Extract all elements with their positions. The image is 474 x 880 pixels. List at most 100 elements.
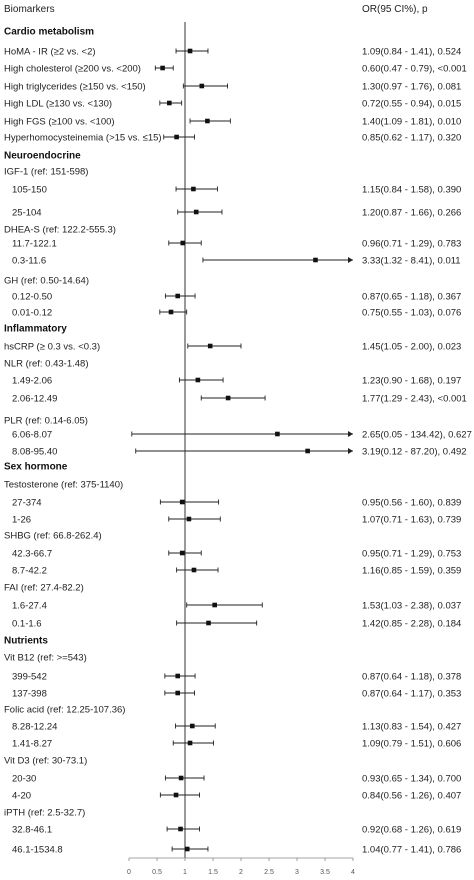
row-label: 32.8-46.1 [12, 825, 52, 836]
row-estimate-text: 1.15(0.84 - 1.58), 0.390 [362, 185, 461, 196]
point-estimate [160, 65, 165, 71]
reference-group-label: Testosterone (ref: 375-1140) [4, 480, 123, 491]
point-estimate [205, 118, 210, 124]
point-estimate [180, 240, 186, 246]
row-estimate-text: 0.92(0.68 - 1.26), 0.619 [362, 825, 461, 836]
row-estimate-text: 0.85(0.62 - 1.17), 0.320 [362, 133, 461, 144]
row-label: HoMA - IR (≥2 vs. <2) [4, 47, 96, 58]
reference-group-label: SHBG (ref: 66.8-262.4) [4, 531, 102, 542]
point-estimate [173, 792, 179, 798]
row-label: hsCRP (≥ 0.3 vs. <0.3) [4, 342, 100, 353]
row-label: High LDL (≥130 vs. <130) [4, 99, 112, 110]
point-estimate [184, 846, 190, 852]
point-estimate [191, 567, 197, 573]
row-label: 8.08-95.40 [12, 447, 57, 458]
row-estimate-text: 0.95(0.71 - 1.29), 0.753 [362, 549, 461, 560]
section-heading: Nutrients [4, 636, 48, 647]
point-estimate [179, 550, 185, 556]
row-label: 27-374 [12, 498, 42, 509]
row-estimate-text: 1.09(0.79 - 1.51), 0.606 [362, 739, 461, 750]
row-estimate-text: 1.23(0.90 - 1.68), 0.197 [362, 376, 461, 387]
row-label: 8.28-12.24 [12, 722, 57, 733]
row-estimate-text: 1.07(0.71 - 1.63), 0.739 [362, 515, 461, 526]
row-estimate-text: 1.53(1.03 - 2.38), 0.037 [362, 601, 461, 612]
point-estimate [225, 395, 231, 401]
row-estimate-text: 2.65(0.05 - 134.42), 0.627 [362, 430, 472, 441]
point-estimate [178, 775, 184, 781]
row-label: High FGS (≥100 vs. <100) [4, 117, 115, 128]
row-estimate-text: 0.84(0.56 - 1.26), 0.407 [362, 791, 461, 802]
row-labels-layer: Cardio metabolism HoMA - IR (≥2 vs. <2) 1.… [4, 27, 472, 856]
row-label: 0.12-0.50 [12, 292, 52, 303]
point-estimate [195, 377, 201, 383]
point-estimate [275, 431, 280, 437]
reference-group-label: NLR (ref: 0.43-1.48) [4, 359, 88, 370]
point-estimate [189, 723, 195, 729]
row-estimate-text: 1.77(1.29 - 2.43), <0.001 [362, 394, 467, 405]
x-tick-label: 1.5 [208, 869, 218, 876]
row-label: 1.49-2.06 [12, 376, 52, 387]
x-tick-label: 2 [239, 869, 243, 876]
row-estimate-text: 0.75(0.55 - 1.03), 0.076 [362, 308, 461, 319]
row-label: 11.7-122.1 [12, 239, 57, 250]
x-tick-label: 2.5 [264, 869, 274, 876]
row-estimate-text: 0.60(0.47 - 0.79), <0.001 [362, 64, 467, 75]
section-heading: Inflammatory [4, 324, 67, 335]
row-estimate-text: 1.04(0.77 - 1.41), 0.786 [362, 845, 461, 856]
row-estimate-text: 0.95(0.56 - 1.60), 0.839 [362, 498, 461, 509]
row-label: 2.06-12.49 [12, 394, 57, 405]
row-label: 0.01-0.12 [12, 308, 52, 319]
row-label: 0.1-1.6 [12, 619, 42, 630]
x-tick-label: 3 [295, 869, 299, 876]
x-tick-label: 1 [183, 869, 187, 876]
reference-group-label: iPTH (ref: 2.5-32.7) [4, 808, 85, 819]
row-label: High triglycerides (≥150 vs. <150) [4, 82, 146, 93]
row-label: High cholesterol (≥200 vs. <200) [4, 64, 141, 75]
point-estimate [206, 620, 211, 626]
row-estimate-text: 3.33(1.32 - 8.41), 0.011 [362, 256, 461, 267]
x-tick-label: 3.5 [320, 869, 330, 876]
point-estimate [212, 602, 217, 608]
point-estimate [175, 690, 181, 696]
point-estimate [186, 516, 192, 522]
point-estimate [167, 100, 172, 106]
row-estimate-text: 1.16(0.85 - 1.59), 0.359 [362, 566, 461, 577]
point-estimate [175, 293, 181, 299]
reference-group-label: DHEA-S (ref: 122.2-555.3) [4, 225, 116, 236]
point-estimate [174, 134, 179, 140]
row-label: 105-150 [12, 185, 47, 196]
section-heading: Cardio metabolism [4, 27, 94, 38]
row-label: 46.1-1534.8 [12, 845, 63, 856]
row-estimate-text: 0.93(0.65 - 1.34), 0.700 [362, 774, 461, 785]
point-estimate [179, 499, 185, 505]
row-estimate-text: 1.09(0.84 - 1.41), 0.524 [362, 47, 461, 58]
ci-arrow [348, 448, 353, 454]
row-estimate-text: 0.96(0.71 - 1.29), 0.783 [362, 239, 461, 250]
ci-arrow [348, 257, 353, 263]
row-label: 137-398 [12, 689, 47, 700]
point-estimate [178, 826, 183, 832]
row-estimate-text: 1.30(0.97 - 1.76), 0.081 [362, 82, 461, 93]
row-estimate-text: 0.72(0.55 - 0.94), 0.015 [362, 99, 461, 110]
x-axis: 0 0.5 1 1.5 2 2.5 3 3.5 4 [127, 857, 355, 876]
row-estimate-text: 1.40(1.09 - 1.81), 0.010 [362, 117, 461, 128]
point-estimate [168, 309, 174, 315]
section-heading: Neuroendocrine [4, 151, 81, 162]
row-estimate-text: 0.87(0.65 - 1.18), 0.367 [362, 292, 461, 303]
point-estimate [175, 673, 181, 679]
row-label: 42.3-66.7 [12, 549, 52, 560]
header-or-ci-p: OR(95 CI%), p [362, 4, 428, 15]
point-estimate [187, 740, 193, 746]
row-label: 20-30 [12, 774, 36, 785]
point-estimate [207, 343, 213, 349]
row-label: Hyperhomocysteinemia (>15 vs. ≤15) [4, 133, 162, 144]
reference-group-label: IGF-1 (ref: 151-598) [4, 167, 88, 178]
row-label: 6.06-8.07 [12, 430, 52, 441]
x-tick-label: 0 [127, 869, 131, 876]
row-estimate-text: 0.87(0.64 - 1.17), 0.353 [362, 689, 461, 700]
row-label: 1.6-27.4 [12, 601, 47, 612]
reference-group-label: Vit D3 (ref: 30-73.1) [4, 756, 87, 767]
x-tick-label: 0.5 [152, 869, 162, 876]
